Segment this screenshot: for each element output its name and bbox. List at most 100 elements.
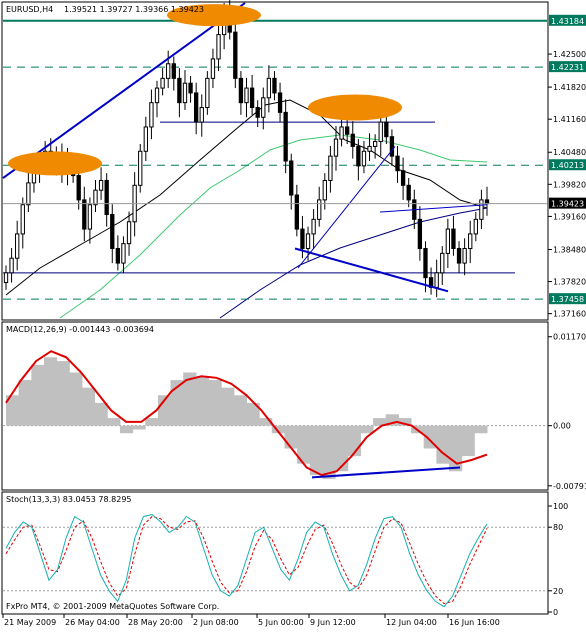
stoch-panel-frame: [1, 491, 549, 615]
time-axis-label: 16 Jun 16:00: [449, 618, 500, 627]
macd-histogram-bar: [6, 395, 20, 426]
macd-histogram-bar: [195, 376, 210, 426]
candle-body: [283, 111, 288, 162]
candle-body: [98, 179, 104, 191]
candle-body: [361, 150, 367, 167]
macd-histogram-bar: [18, 380, 32, 426]
candle-body: [372, 141, 378, 147]
price-axis-tick-label: 1.39820: [553, 180, 586, 189]
macd-title: MACD(12,26,9) -0.001443 -0.003694: [6, 325, 154, 334]
candle-body: [166, 63, 171, 79]
time-axis: 21 May 2009 26 May 04:00 28 May 20:00 2 Jun…: [2, 614, 500, 627]
macd-histogram-bar: [221, 387, 235, 426]
uptrend-line: [2, 2, 246, 179]
price-axis: 1.42500 1.41820 1.41160 1.40480 1.39820 1.391…: [548, 50, 586, 319]
time-axis-label: 9 Jun 12:00: [310, 618, 356, 627]
candle-body: [182, 82, 188, 104]
time-axis-label: 21 May 2009: [4, 618, 56, 627]
candle-body: [468, 233, 473, 250]
candle-body: [473, 218, 478, 235]
stoch-signal-line: [5, 516, 488, 605]
candle-body: [3, 272, 9, 284]
left-shoulder-oval: [8, 151, 102, 176]
candle-body: [417, 218, 423, 250]
price-level-tag: [549, 14, 586, 26]
macd-histogram-bar: [449, 425, 463, 472]
price-axis-tick-label: 1.38480: [553, 245, 586, 254]
macd-histogram-bar: [31, 364, 45, 426]
macd-histogram-bar: [145, 418, 159, 426]
time-axis-label: 2 Jun 08:00: [193, 618, 239, 627]
candle-body: [395, 155, 400, 172]
candle-body: [26, 182, 31, 206]
candle-body: [389, 136, 395, 157]
candle-body: [76, 175, 81, 201]
candle-body: [333, 138, 339, 157]
candle-body: [451, 228, 456, 250]
candle-body: [82, 199, 87, 230]
right-shoulder-oval: [308, 94, 402, 121]
stochastic-indicator: 100 80 20 0: [3, 502, 568, 617]
macd-histogram-bar: [373, 418, 387, 426]
current-price-label: 1.39423: [551, 200, 584, 209]
candle-body: [138, 150, 143, 186]
candle-body: [462, 248, 467, 264]
candle-body: [244, 87, 249, 104]
price-axis-tick-label: 1.41820: [553, 83, 586, 92]
price-level-tag-label: 1.42231: [551, 63, 584, 72]
macd-axis-label: -0.00791: [553, 482, 586, 491]
candle-body: [289, 160, 294, 196]
candle-body: [93, 189, 98, 206]
price-axis-tick-label: 1.41160: [553, 115, 586, 124]
candle-body: [255, 107, 260, 118]
candle-body: [194, 92, 199, 123]
macd-histogram-bar: [271, 425, 285, 434]
macd-histogram-bar: [309, 425, 323, 476]
macd-histogram-bar: [284, 425, 298, 449]
macd-axis-label: 0.00: [553, 422, 571, 431]
price-panel-frame: [1, 1, 549, 321]
macd-histogram-bar: [297, 425, 311, 464]
candle-body: [121, 243, 126, 264]
time-axis-label: 26 May 04:00: [65, 618, 120, 627]
candle-body: [434, 272, 439, 288]
candle-body: [266, 77, 272, 99]
candle-body: [261, 97, 266, 118]
price-drawings: 1.39423: [2, 2, 586, 293]
candle-body: [456, 248, 462, 264]
candle-body: [126, 221, 132, 245]
macd-histogram-bar: [360, 425, 374, 434]
candle-body: [400, 170, 406, 186]
candle-body: [294, 194, 299, 230]
candle-body: [328, 155, 333, 181]
candle-body: [445, 228, 451, 254]
candle-body: [188, 82, 193, 94]
candle-body: [9, 257, 14, 274]
macd-histogram-bar: [398, 418, 412, 426]
macd-histogram-bar: [474, 425, 488, 434]
candle-body: [339, 126, 344, 140]
candle-body: [317, 199, 322, 220]
macd-histogram-bar: [208, 380, 222, 426]
candle-body: [300, 228, 305, 250]
stoch-main-line: [5, 513, 488, 608]
macd-histogram-bar: [132, 425, 146, 430]
price-moving-averages: [5, 99, 488, 319]
candle-body: [479, 199, 484, 220]
stoch-axis-label: 20: [553, 587, 563, 596]
macd-histogram-bar: [107, 418, 121, 426]
macd-histogram-bar: [56, 361, 70, 426]
candle-body: [322, 179, 327, 201]
macd-histogram-bar: [119, 425, 134, 434]
stoch-axis-label: 100: [553, 502, 568, 511]
macd-histogram-bar: [233, 395, 247, 426]
candle-body: [216, 34, 221, 60]
macd-histogram-bar: [43, 357, 58, 426]
candle-body: [110, 213, 115, 250]
price-axis-tick-label: 1.39160: [553, 212, 586, 221]
current-price-tag: [549, 197, 586, 209]
candle-body: [484, 199, 490, 205]
macd-histogram-bar: [335, 425, 349, 472]
macd-signal-line: [5, 350, 488, 477]
